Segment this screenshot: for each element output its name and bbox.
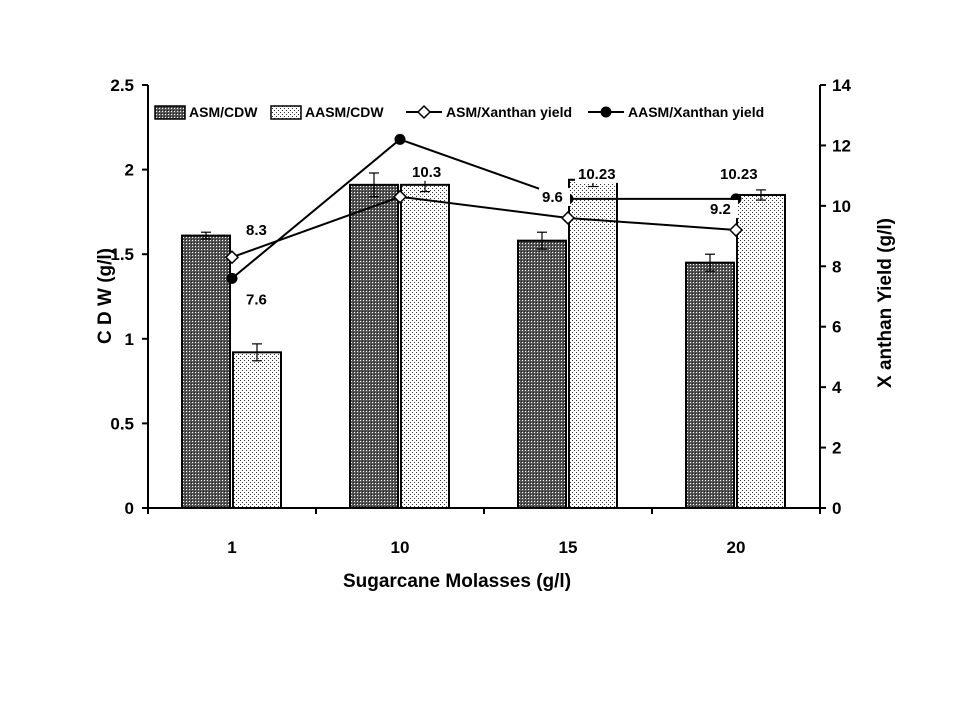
bar-aasm-cdw (400, 183, 450, 509)
y2-axis-title: X anthan Yield (g/l) (875, 218, 896, 388)
legend-entry: AASM/CDW (305, 104, 384, 120)
data-label-bg (243, 290, 274, 309)
data-label-bg (539, 187, 570, 206)
circle-marker (394, 133, 406, 145)
y-tick-label: 0.5 (110, 414, 134, 433)
bar-asm-cdw (517, 239, 567, 509)
y2-tick-label: 10 (832, 197, 851, 216)
circle-marker (226, 272, 238, 284)
legend-entry: ASM/CDW (189, 104, 258, 120)
legend-entry: AASM/Xanthan yield (628, 104, 764, 120)
y2-tick-label: 2 (832, 439, 841, 458)
line-asm-xanthan-yield (231, 195, 737, 259)
y-tick-label: 0 (125, 499, 134, 518)
data-label: 10.23 (720, 166, 758, 183)
data-label: 8.3 (246, 222, 267, 239)
data-label: 10.23 (578, 166, 616, 183)
bars-layer (181, 172, 786, 509)
data-label-bg (243, 221, 274, 240)
data-label: 9.6 (542, 189, 563, 206)
bar-aasm-cdw (568, 178, 618, 509)
bar-asm-cdw (349, 183, 399, 509)
diamond-marker (416, 104, 432, 120)
data-label-bg (409, 162, 449, 181)
line-aasm-xanthan-yield (231, 138, 736, 280)
legend-swatch (270, 105, 302, 120)
x-tick-label: 15 (559, 538, 578, 557)
data-label: 7.6 (246, 291, 267, 308)
legend-entry: ASM/Xanthan yield (446, 104, 572, 120)
y2-tick-label: 6 (832, 318, 841, 337)
x-axis-title: Sugarcane Molasses (g/l) (343, 571, 571, 592)
diamond-marker (224, 250, 240, 265)
data-label: 10.3 (412, 164, 441, 181)
diamond-marker (728, 222, 744, 238)
lines-layer (224, 133, 744, 284)
y-tick-label: 1.5 (110, 245, 134, 264)
legend-swatch (154, 105, 186, 120)
y-tick-label: 1 (125, 330, 134, 349)
bar-aasm-cdw (232, 351, 282, 509)
circle-marker (600, 106, 612, 118)
data-label: 9.2 (710, 201, 731, 218)
data-label-bg (575, 164, 624, 183)
y2-tick-label: 0 (832, 499, 841, 518)
y2-tick-label: 4 (832, 378, 842, 397)
labels-layer: 8.3 7.6 10.3 10.23 9.6 10.23 9.2 (243, 162, 766, 309)
bar-aasm-cdw (736, 193, 786, 509)
data-label-bg (717, 164, 766, 183)
diamond-marker (560, 210, 576, 226)
data-label-bg (707, 200, 738, 219)
y-tick-label: 2.5 (110, 76, 134, 95)
x-tick-label: 10 (391, 538, 410, 557)
diamond-marker (392, 189, 408, 204)
y2-tick-label: 14 (832, 76, 851, 95)
legend: ASM/CDW AASM/CDW ASM/Xanthan yield AASM/Xan… (154, 104, 764, 120)
bar-asm-cdw (685, 261, 735, 509)
y2-tick-label: 8 (832, 257, 841, 276)
x-tick-label: 20 (727, 538, 746, 557)
y-axis-title: C D W (g/l) (95, 248, 116, 344)
bar-asm-cdw (181, 234, 231, 509)
x-tick-label: 1 (227, 538, 236, 557)
y-tick-label: 2 (125, 161, 134, 180)
y2-tick-label: 12 (832, 136, 851, 155)
